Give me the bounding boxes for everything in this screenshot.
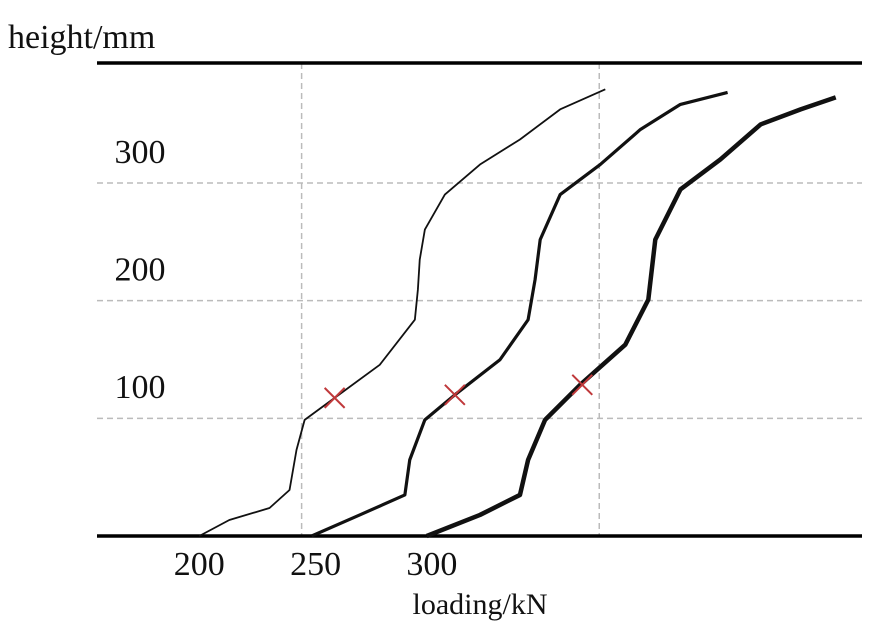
marker (323, 387, 346, 409)
data-line (310, 90, 728, 538)
x-tick-label: 300 (406, 546, 457, 583)
marker (571, 374, 593, 396)
y-axis-title: height/mm (8, 19, 155, 56)
data-line (198, 88, 606, 537)
marker (444, 384, 466, 406)
y-tick-label: 200 (115, 251, 166, 288)
data-line (425, 95, 837, 539)
y-tick-label: 300 (115, 134, 166, 171)
y-tick-label: 100 (115, 369, 166, 406)
x-tick-label: 200 (174, 546, 225, 583)
x-tick-label: 250 (290, 546, 341, 583)
x-axis-title: loading/kN (413, 588, 548, 621)
